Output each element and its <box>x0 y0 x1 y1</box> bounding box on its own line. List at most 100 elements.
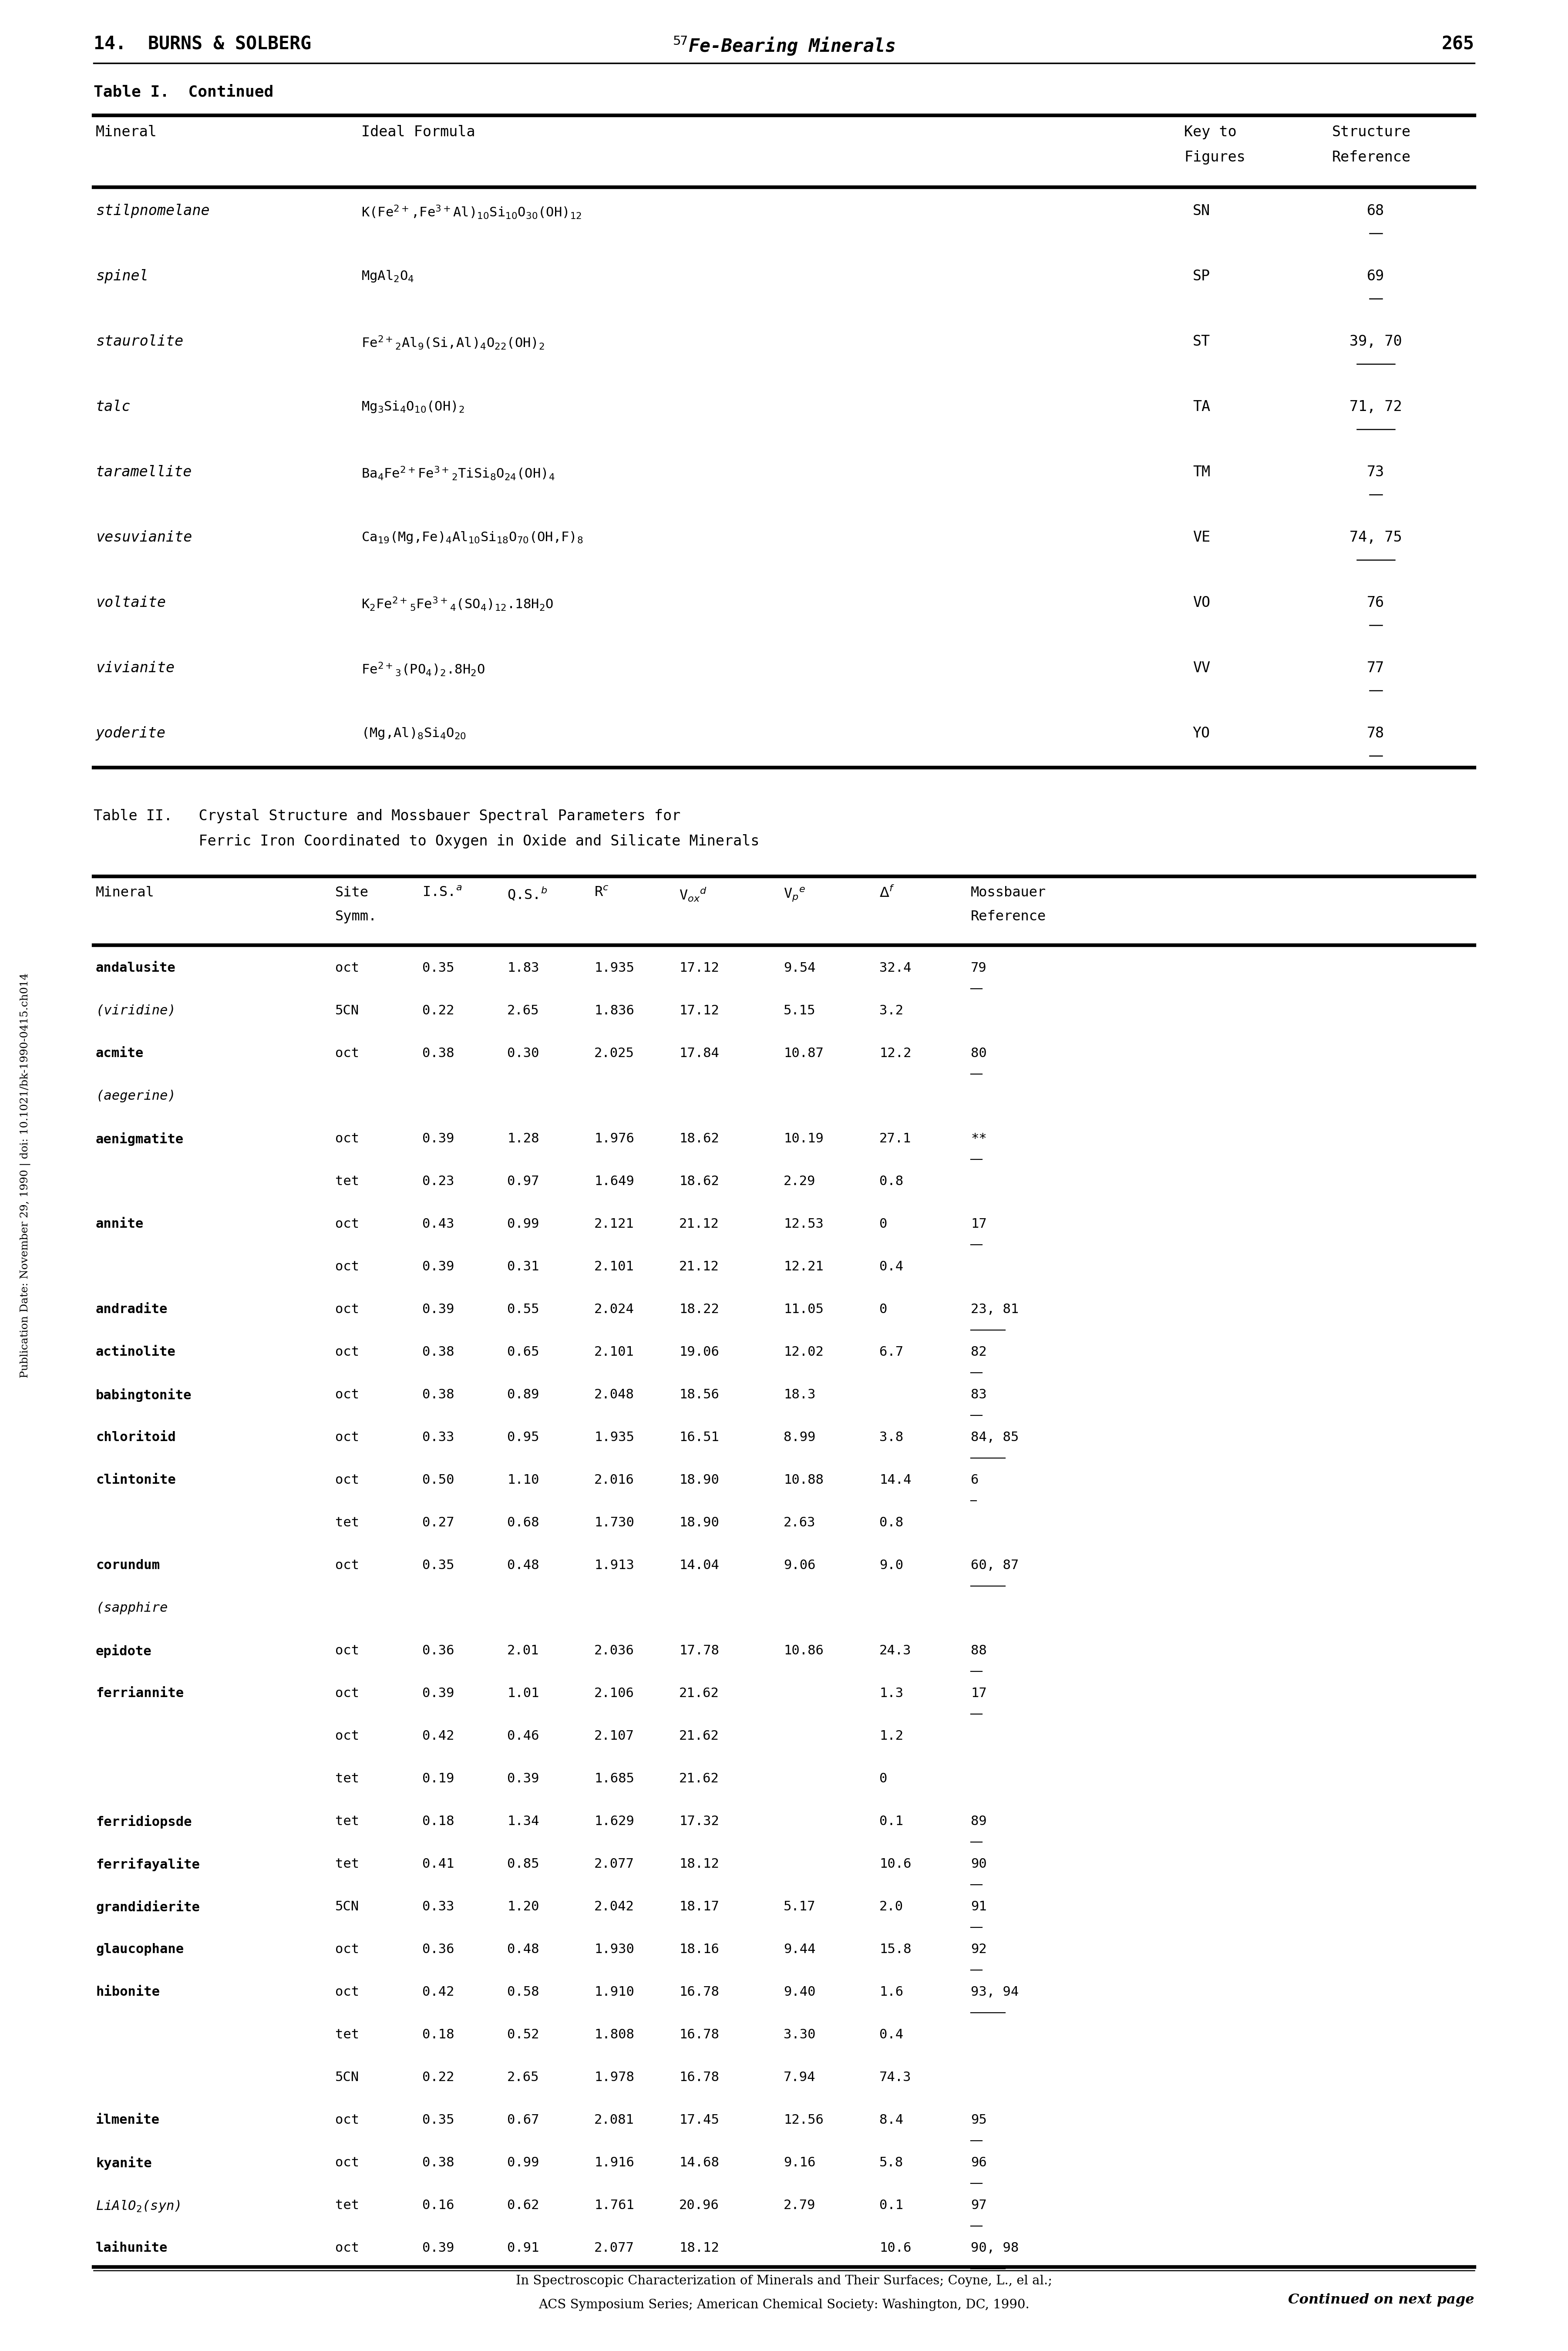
Text: Site: Site <box>336 886 368 900</box>
Text: 90, 98: 90, 98 <box>971 2243 1019 2255</box>
Text: 21.62: 21.62 <box>679 1688 720 1700</box>
Text: babingtonite: babingtonite <box>96 1389 191 1401</box>
Text: 18.16: 18.16 <box>679 1942 720 1956</box>
Text: 17.45: 17.45 <box>679 2114 720 2125</box>
Text: oct: oct <box>336 1987 359 1998</box>
Text: 5.17: 5.17 <box>784 1900 815 1914</box>
Text: 0.36: 0.36 <box>422 1643 455 1657</box>
Text: voltaite: voltaite <box>96 595 166 609</box>
Text: 6: 6 <box>971 1474 978 1486</box>
Text: 74.3: 74.3 <box>880 2071 911 2083</box>
Text: 5CN: 5CN <box>336 2071 359 2083</box>
Text: MgAl$_2$O$_4$: MgAl$_2$O$_4$ <box>361 268 414 284</box>
Text: oct: oct <box>336 1345 359 1359</box>
Text: 1.916: 1.916 <box>594 2156 633 2170</box>
Text: Ideal Formula: Ideal Formula <box>361 125 475 139</box>
Text: 2.121: 2.121 <box>594 1218 633 1230</box>
Text: 1.6: 1.6 <box>880 1987 903 1998</box>
Text: 12.2: 12.2 <box>880 1046 911 1060</box>
Text: vesuvianite: vesuvianite <box>96 531 193 545</box>
Text: 2.016: 2.016 <box>594 1474 633 1486</box>
Text: 0.18: 0.18 <box>422 2029 455 2041</box>
Text: LiAlO$_2$(syn): LiAlO$_2$(syn) <box>96 2198 180 2212</box>
Text: 1.649: 1.649 <box>594 1176 633 1187</box>
Text: spinel: spinel <box>96 268 149 284</box>
Text: 18.62: 18.62 <box>679 1176 720 1187</box>
Text: oct: oct <box>336 1133 359 1145</box>
Text: andradite: andradite <box>96 1302 168 1317</box>
Text: SP: SP <box>1193 268 1210 284</box>
Text: 0: 0 <box>880 1302 887 1317</box>
Text: laihunite: laihunite <box>96 2243 168 2255</box>
Text: 9.16: 9.16 <box>784 2156 815 2170</box>
Text: 21.12: 21.12 <box>679 1218 720 1230</box>
Text: 1.976: 1.976 <box>594 1133 633 1145</box>
Text: 2.106: 2.106 <box>594 1688 633 1700</box>
Text: 0.35: 0.35 <box>422 2114 455 2125</box>
Text: 0.16: 0.16 <box>422 2198 455 2212</box>
Text: ferrifayalite: ferrifayalite <box>96 1857 199 1871</box>
Text: 1.28: 1.28 <box>506 1133 539 1145</box>
Text: 0.19: 0.19 <box>422 1773 455 1784</box>
Text: 0.35: 0.35 <box>422 962 455 973</box>
Text: 1.01: 1.01 <box>506 1688 539 1700</box>
Text: **: ** <box>971 1133 986 1145</box>
Text: aenigmatite: aenigmatite <box>96 1133 183 1145</box>
Text: 79: 79 <box>971 962 986 973</box>
Text: 1.83: 1.83 <box>506 962 539 973</box>
Text: 17.12: 17.12 <box>679 1004 720 1018</box>
Text: 0.55: 0.55 <box>506 1302 539 1317</box>
Text: 0.85: 0.85 <box>506 1857 539 1871</box>
Text: 2.081: 2.081 <box>594 2114 633 2125</box>
Text: (aegerine): (aegerine) <box>96 1091 176 1103</box>
Text: oct: oct <box>336 1389 359 1401</box>
Text: Reference: Reference <box>1333 150 1411 165</box>
Text: 77: 77 <box>1367 661 1385 675</box>
Text: 97: 97 <box>971 2198 986 2212</box>
Text: 0.65: 0.65 <box>506 1345 539 1359</box>
Text: oct: oct <box>336 1730 359 1742</box>
Text: 0.67: 0.67 <box>506 2114 539 2125</box>
Text: 0.38: 0.38 <box>422 1046 455 1060</box>
Text: 1.2: 1.2 <box>880 1730 903 1742</box>
Text: 8.4: 8.4 <box>880 2114 903 2125</box>
Text: VV: VV <box>1193 661 1210 675</box>
Text: 0.89: 0.89 <box>506 1389 539 1401</box>
Text: 0.42: 0.42 <box>422 1987 455 1998</box>
Text: 0.39: 0.39 <box>422 2243 455 2255</box>
Text: 82: 82 <box>971 1345 986 1359</box>
Text: 12.56: 12.56 <box>784 2114 823 2125</box>
Text: 12.02: 12.02 <box>784 1345 823 1359</box>
Text: oct: oct <box>336 1559 359 1573</box>
Text: Mineral: Mineral <box>96 125 157 139</box>
Text: 18.56: 18.56 <box>679 1389 720 1401</box>
Text: 16.78: 16.78 <box>679 2071 720 2083</box>
Text: 0.48: 0.48 <box>506 1559 539 1573</box>
Text: 0.35: 0.35 <box>422 1559 455 1573</box>
Text: 0.38: 0.38 <box>422 1345 455 1359</box>
Text: Table I.  Continued: Table I. Continued <box>94 85 273 99</box>
Text: 10.6: 10.6 <box>880 2243 911 2255</box>
Text: 89: 89 <box>971 1815 986 1827</box>
Text: 1.685: 1.685 <box>594 1773 633 1784</box>
Text: 2.65: 2.65 <box>506 2071 539 2083</box>
Text: 10.86: 10.86 <box>784 1643 823 1657</box>
Text: 1.935: 1.935 <box>594 1432 633 1444</box>
Text: 0.48: 0.48 <box>506 1942 539 1956</box>
Text: talc: talc <box>96 400 130 414</box>
Text: 1.935: 1.935 <box>594 962 633 973</box>
Text: 1.761: 1.761 <box>594 2198 633 2212</box>
Text: 0.58: 0.58 <box>506 1987 539 1998</box>
Text: 5CN: 5CN <box>336 1900 359 1914</box>
Text: tet: tet <box>336 2198 359 2212</box>
Text: 3.2: 3.2 <box>880 1004 903 1018</box>
Text: 0.30: 0.30 <box>506 1046 539 1060</box>
Text: 2.036: 2.036 <box>594 1643 633 1657</box>
Text: 2.025: 2.025 <box>594 1046 633 1060</box>
Text: 0.39: 0.39 <box>422 1260 455 1272</box>
Text: In Spectroscopic Characterization of Minerals and Their Surfaces; Coyne, L., el : In Spectroscopic Characterization of Min… <box>516 2276 1052 2288</box>
Text: VE: VE <box>1193 531 1210 545</box>
Text: 14.4: 14.4 <box>880 1474 911 1486</box>
Text: 0.23: 0.23 <box>422 1176 455 1187</box>
Text: I.S.$^a$: I.S.$^a$ <box>422 886 463 900</box>
